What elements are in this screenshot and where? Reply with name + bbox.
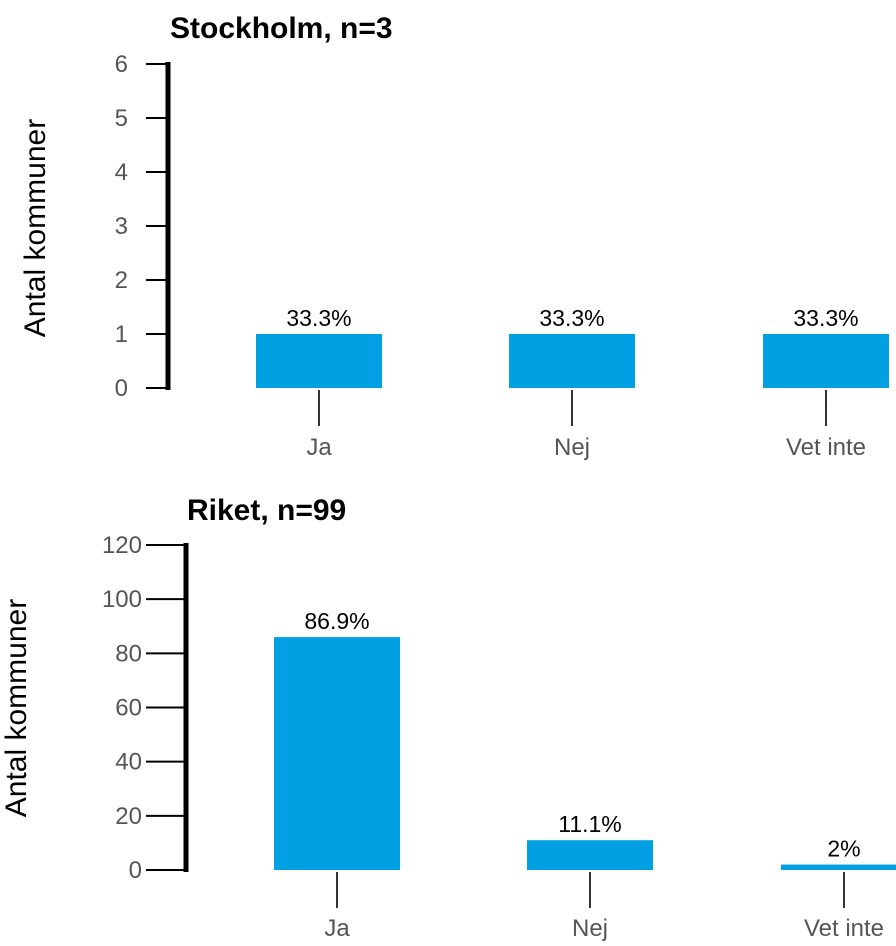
chart-title: Stockholm, n=3: [170, 12, 393, 45]
y-tick-label: 20: [115, 803, 142, 830]
x-tick-label: Vet inte: [804, 915, 884, 942]
x-tick-label: Nej: [572, 915, 608, 942]
y-tick-label: 4: [115, 159, 128, 186]
bar-vet-inte: [781, 864, 896, 870]
x-tick-label: Nej: [554, 434, 590, 461]
y-tick-label: 2: [115, 267, 128, 294]
y-tick-label: 120: [102, 532, 142, 559]
chart-panel-stockholm: Stockholm, n=3 Antal kommuner 0 1 2 3 4 5 6 33.…: [19, 12, 889, 461]
y-tick-label: 0: [129, 857, 142, 884]
bar-ja: [256, 334, 382, 388]
y-axis-label: Antal kommuner: [19, 119, 52, 337]
y-tick-label: 80: [115, 640, 142, 667]
y-tick-label: 3: [115, 213, 128, 240]
y-tick-label: 1: [115, 321, 128, 348]
bar-vet-inte: [763, 334, 889, 388]
data-label: 11.1%: [558, 811, 622, 837]
x-tick-label: Ja: [324, 915, 350, 942]
data-label: 33.3%: [539, 305, 604, 331]
bar-nej: [509, 334, 635, 388]
y-tick-label: 6: [115, 51, 128, 78]
data-label: 33.3%: [793, 305, 858, 331]
chart-title: Riket, n=99: [187, 494, 346, 527]
chart-panel-riket: Riket, n=99 Antal kommuner 0 20 40 60 80 100 1…: [0, 494, 896, 942]
y-axis-label: Antal kommuner: [0, 599, 33, 817]
data-label: 86.9%: [304, 608, 369, 634]
data-label: 2%: [827, 836, 860, 862]
y-tick-label: 0: [115, 375, 128, 402]
y-tick-label: 60: [115, 695, 142, 722]
x-tick-label: Vet inte: [786, 434, 866, 461]
bar-nej: [527, 840, 653, 870]
bar-ja: [274, 637, 400, 870]
data-label: 33.3%: [286, 305, 351, 331]
x-tick-label: Ja: [306, 434, 332, 461]
y-tick-label: 40: [115, 749, 142, 776]
y-tick-label: 100: [102, 586, 142, 613]
y-tick-label: 5: [115, 105, 128, 132]
